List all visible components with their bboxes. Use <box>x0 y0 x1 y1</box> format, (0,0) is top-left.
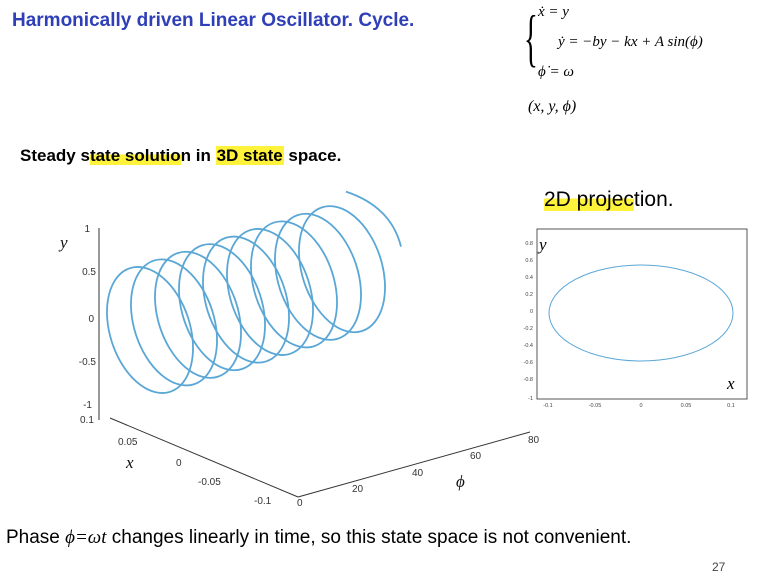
helix-loop <box>226 228 314 356</box>
helix-loop <box>202 235 290 364</box>
y2d-tick-label: 0.6 <box>525 258 533 264</box>
subtitle-part-1: Steady s <box>20 146 90 165</box>
page-number: 27 <box>712 560 726 574</box>
phi-axis-line <box>297 431 531 498</box>
slide-title: Harmonically driven Linear Oscillator. C… <box>12 10 415 31</box>
x-tick-label: 0 <box>176 458 182 469</box>
x2d-axis-label: x <box>726 374 735 393</box>
phi-tick-label: 40 <box>412 468 424 479</box>
state-vector: (x, y, ϕ) <box>528 98 577 115</box>
equation-brace: { <box>524 2 538 73</box>
projection-title-rest: tion. <box>633 188 674 211</box>
equation-phi-dot: ϕ̇ = ω <box>538 64 574 80</box>
x-tick-label: 0.05 <box>118 437 138 448</box>
y2d-tick-label: -0.8 <box>524 377 533 383</box>
phase-math: ϕ=ωt <box>65 527 107 548</box>
helix-loop <box>274 212 362 341</box>
subtitle-highlight-2: 3D state <box>215 146 284 165</box>
x2d-tick-label: 0.05 <box>681 403 692 409</box>
equation-x-dot: ẋ = y <box>538 4 569 20</box>
equation-system: { ẋ = y ẏ = −by − kx + A sin(ϕ) ϕ̇ = ω (… <box>522 2 752 122</box>
x2d-tick-label: 0 <box>639 403 642 409</box>
subtitle-part-3: n in <box>180 146 216 165</box>
helix-loop <box>130 258 218 387</box>
y-axis-label: y <box>58 233 68 252</box>
y2d-tick-label: 0 <box>530 309 533 315</box>
phi-axis-label: ϕ <box>456 472 465 491</box>
plot-2d-frame <box>536 228 748 400</box>
y2d-tick-label: -0.4 <box>524 343 533 349</box>
x-tick-label: 0.1 <box>80 415 94 426</box>
subtitle-highlight-1: tate solutio <box>89 146 181 165</box>
y2d-tick-label: 0.8 <box>525 241 533 247</box>
x2d-tick-label: 0.1 <box>727 403 735 409</box>
helix-loop <box>298 205 386 334</box>
x-axis-label: x <box>125 453 134 472</box>
y-tick-label: 1 <box>84 224 90 235</box>
y2d-tick-label: -0.2 <box>524 326 533 332</box>
x2d-tick-label: -0.1 <box>543 403 552 409</box>
projection-ellipse <box>548 264 734 362</box>
y-tick-label: -1 <box>83 400 92 411</box>
helix-loop <box>106 266 194 394</box>
y2d-axis-label: y <box>537 235 547 254</box>
phase-text-start: Phase <box>6 527 66 548</box>
helix-loop <box>250 220 338 349</box>
x-tick-label: -0.05 <box>198 477 221 488</box>
x-axis-line <box>109 417 299 498</box>
phase-text-end: changes linearly in time, so this state … <box>106 527 632 548</box>
y-tick-label: 0 <box>88 314 94 325</box>
helix-loop <box>154 250 242 379</box>
helix-curve <box>106 190 402 394</box>
y2d-tick-label: -1 <box>528 396 533 402</box>
x2d-tick-label: -0.05 <box>589 403 602 409</box>
plot-2d: 0.8 0.6 0.4 0.2 0 -0.2 -0.4 -0.6 -0.8 -1… <box>524 228 748 409</box>
y2d-tick-label: 0.4 <box>525 275 533 281</box>
y2d-tick-label: -0.6 <box>524 360 533 366</box>
helix-loop <box>178 243 266 372</box>
projection-title: 2D projection. <box>544 188 674 212</box>
equation-y-dot: ẏ = −by − kx + A sin(ϕ) <box>558 34 703 50</box>
projection-title-highlight: 2D projec <box>544 188 634 211</box>
y-tick-label: 0.5 <box>82 267 96 278</box>
helix-tail <box>345 190 402 247</box>
phi-tick-label: 20 <box>352 484 364 495</box>
phi-tick-label: 80 <box>528 435 540 446</box>
section-subtitle: Steady state solution in 3D state space. <box>20 146 341 166</box>
phi-tick-label: 0 <box>297 498 303 509</box>
subtitle-part-5: space. <box>283 146 342 165</box>
y-tick-label: -0.5 <box>79 357 97 368</box>
phase-statement: Phase ϕ=ωt changes linearly in time, so … <box>6 527 631 549</box>
phi-tick-label: 60 <box>470 451 482 462</box>
x-tick-label: -0.1 <box>254 496 272 507</box>
y2d-tick-label: 0.2 <box>525 292 533 298</box>
